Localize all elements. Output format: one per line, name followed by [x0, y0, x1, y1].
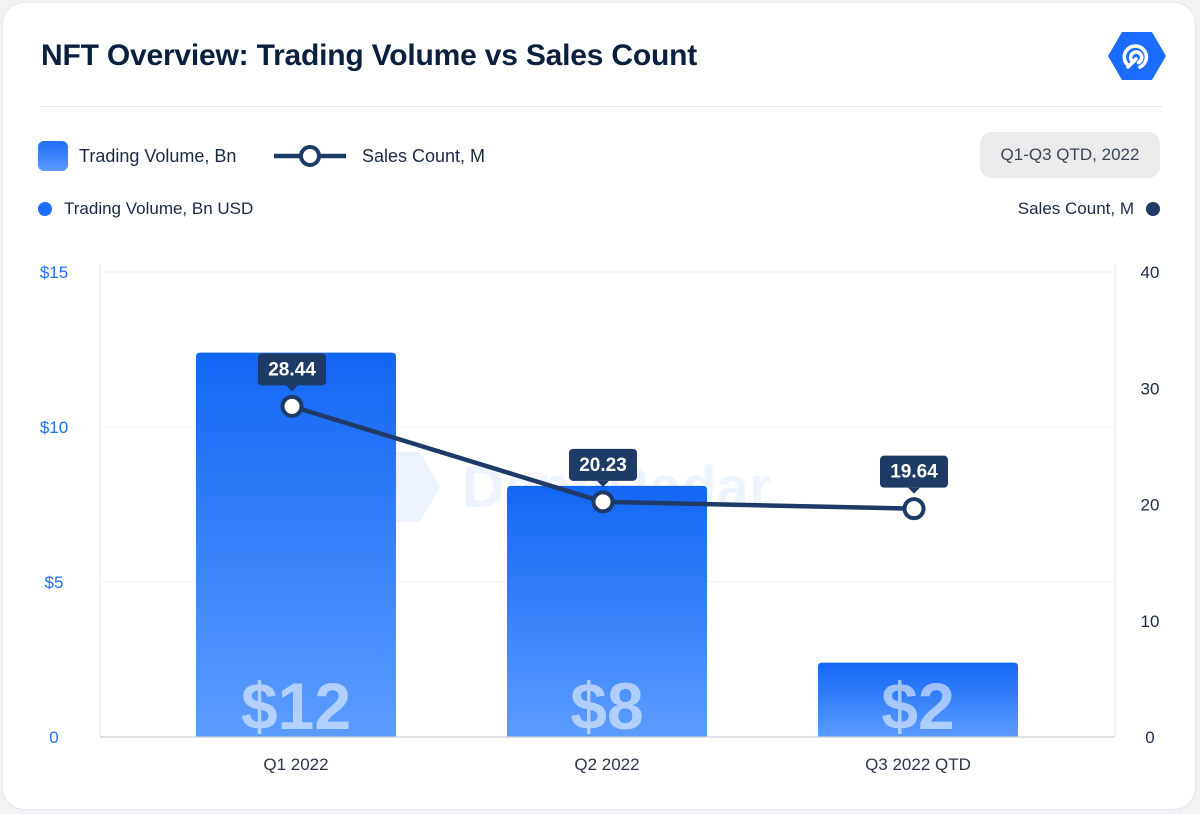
line-point [280, 394, 304, 418]
value-badge [258, 353, 326, 386]
right-axis-tick-label: 40 [1141, 263, 1160, 282]
radar-hexagon-icon [1108, 32, 1166, 80]
left-axis-tick-label: $10 [40, 418, 68, 437]
value-badge-pointer [908, 487, 920, 494]
right-axis-label: Sales Count, M [1017, 199, 1134, 218]
left-axis-dot [38, 202, 52, 216]
chart-title: NFT Overview: Trading Volume vs Sales Co… [41, 39, 697, 72]
right-axis-tick-label: 0 [1145, 728, 1154, 747]
value-badge [569, 448, 637, 481]
bar-value-label: $8 [570, 669, 643, 743]
left-axis-tick-label: 0 [49, 728, 58, 747]
left-axis-label: Trading Volume, Bn USD [64, 199, 254, 218]
value-badge-pointer [597, 480, 609, 487]
legend-item-trading-volume[interactable]: Trading Volume, Bn [38, 140, 236, 172]
value-badge [880, 455, 948, 488]
left-axis-tick-label: $5 [45, 573, 64, 592]
bar [818, 662, 1018, 737]
bar [507, 485, 707, 737]
x-axis-tick-label: Q3 2022 QTD [865, 755, 971, 774]
bar-legend-swatch [38, 141, 68, 171]
bar-value-label: $12 [241, 669, 351, 743]
line-value-label: 19.64 [890, 462, 938, 483]
right-axis-tick-label: 20 [1141, 496, 1160, 515]
line-point [591, 490, 615, 514]
x-axis-tick-label: Q2 2022 [574, 755, 639, 774]
right-axis-legend: Sales Count, M [1018, 198, 1160, 220]
legend-line-label: Sales Count, M [362, 145, 486, 166]
value-badge-pointer [286, 385, 298, 392]
right-axis-dot [1146, 202, 1160, 216]
right-axis-tick-label: 30 [1141, 379, 1160, 398]
legend-item-sales-count[interactable]: Sales Count, M [272, 140, 485, 172]
left-axis-tick-label: $15 [40, 263, 68, 282]
bar [196, 352, 396, 737]
period-badge[interactable]: Q1-Q3 QTD, 2022 [980, 132, 1160, 178]
legend-bar-label: Trading Volume, Bn [79, 145, 237, 166]
bar-value-label: $2 [881, 669, 954, 743]
x-axis-tick-label: Q1 2022 [263, 755, 328, 774]
line-value-label: 28.44 [268, 359, 316, 380]
header-divider [41, 106, 1163, 107]
line-value-label: 20.23 [579, 455, 627, 476]
right-axis-tick-label: 10 [1141, 612, 1160, 631]
left-axis-legend: Trading Volume, Bn USD [38, 198, 253, 220]
line-legend-swatch [274, 145, 346, 167]
line-point [902, 497, 926, 521]
